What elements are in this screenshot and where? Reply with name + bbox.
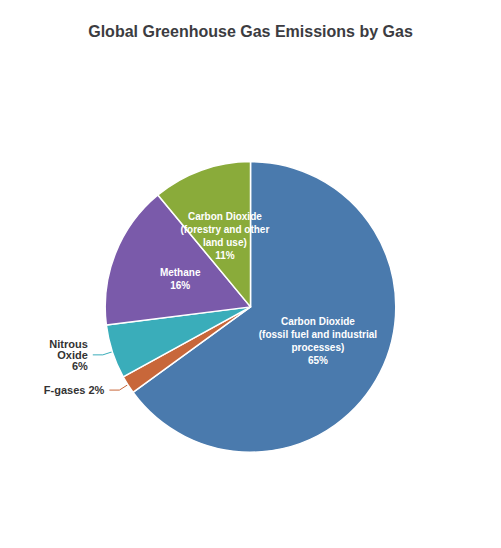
svg-text:65%: 65% (308, 355, 328, 366)
svg-text:Carbon Dioxide: Carbon Dioxide (188, 211, 262, 222)
svg-text:Oxide: Oxide (57, 348, 88, 361)
svg-text:11%: 11% (215, 250, 235, 261)
svg-text:16%: 16% (170, 280, 190, 291)
svg-text:processes): processes) (291, 342, 344, 353)
svg-text:Global Greenhouse Gas Emission: Global Greenhouse Gas Emissions by Gas (88, 23, 413, 40)
svg-text:Methane: Methane (160, 267, 201, 278)
svg-text:Carbon Dioxide: Carbon Dioxide (281, 316, 355, 327)
svg-text:Nitrous: Nitrous (49, 337, 88, 350)
svg-text:(forestry and other: (forestry and other (180, 224, 269, 235)
svg-text:6%: 6% (72, 360, 88, 372)
svg-text:(fossil fuel and industrial: (fossil fuel and industrial (259, 329, 378, 340)
svg-text:F-gases 2%: F-gases 2% (44, 384, 105, 396)
svg-text:land use): land use) (203, 237, 247, 248)
